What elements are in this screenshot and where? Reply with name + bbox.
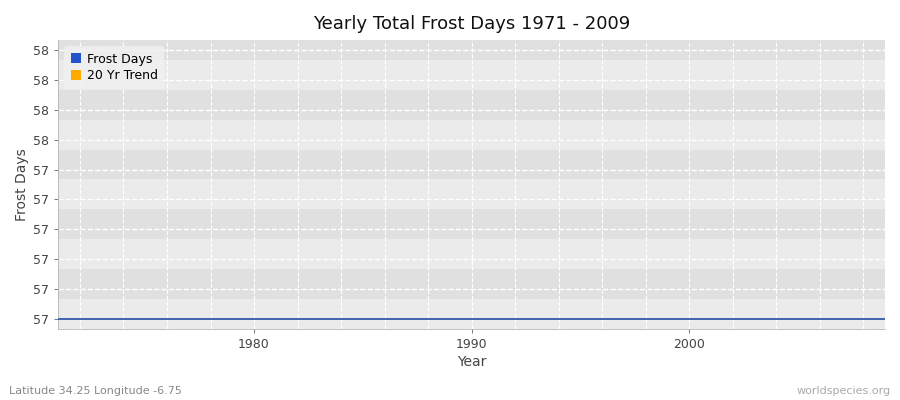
20 Yr Trend [314, 316, 325, 321]
Bar [58, 120, 885, 150]
Frost Days [836, 316, 847, 321]
Y-axis label: Frost Days: Frost Days [15, 148, 29, 221]
Frost Days [554, 316, 564, 321]
Frost Days [488, 316, 499, 321]
20 Yr Trend [445, 316, 455, 321]
20 Yr Trend [357, 316, 368, 321]
Bar [58, 299, 885, 329]
Text: worldspecies.org: worldspecies.org [796, 386, 891, 396]
Frost Days [749, 316, 760, 321]
20 Yr Trend [53, 316, 64, 321]
Frost Days [423, 316, 434, 321]
20 Yr Trend [466, 316, 477, 321]
Bar [58, 150, 885, 180]
20 Yr Trend [706, 316, 716, 321]
20 Yr Trend [793, 316, 804, 321]
20 Yr Trend [292, 316, 303, 321]
Frost Days [184, 316, 194, 321]
20 Yr Trend [575, 316, 586, 321]
X-axis label: Year: Year [457, 355, 486, 369]
Frost Days [75, 316, 86, 321]
Frost Days [140, 316, 150, 321]
Frost Days [597, 316, 608, 321]
20 Yr Trend [640, 316, 651, 321]
20 Yr Trend [75, 316, 86, 321]
Frost Days [314, 316, 325, 321]
Bar [58, 0, 885, 30]
20 Yr Trend [509, 316, 520, 321]
20 Yr Trend [770, 316, 781, 321]
Frost Days [793, 316, 804, 321]
20 Yr Trend [836, 316, 847, 321]
Frost Days [96, 316, 107, 321]
Frost Days [770, 316, 781, 321]
Frost Days [727, 316, 738, 321]
Frost Days [640, 316, 651, 321]
20 Yr Trend [662, 316, 673, 321]
Text: Latitude 34.25 Longitude -6.75: Latitude 34.25 Longitude -6.75 [9, 386, 182, 396]
20 Yr Trend [749, 316, 760, 321]
Frost Days [400, 316, 411, 321]
20 Yr Trend [118, 316, 129, 321]
Frost Days [357, 316, 368, 321]
Legend: Frost Days, 20 Yr Trend: Frost Days, 20 Yr Trend [65, 46, 164, 89]
20 Yr Trend [162, 316, 173, 321]
20 Yr Trend [597, 316, 608, 321]
Bar [58, 269, 885, 299]
Bar [58, 90, 885, 120]
20 Yr Trend [618, 316, 629, 321]
Frost Days [118, 316, 129, 321]
20 Yr Trend [879, 316, 890, 321]
Frost Days [618, 316, 629, 321]
20 Yr Trend [184, 316, 194, 321]
20 Yr Trend [96, 316, 107, 321]
Bar [58, 239, 885, 269]
20 Yr Trend [270, 316, 281, 321]
20 Yr Trend [858, 316, 868, 321]
Frost Days [466, 316, 477, 321]
20 Yr Trend [379, 316, 390, 321]
Frost Days [292, 316, 303, 321]
Frost Days [445, 316, 455, 321]
Title: Yearly Total Frost Days 1971 - 2009: Yearly Total Frost Days 1971 - 2009 [313, 15, 630, 33]
20 Yr Trend [554, 316, 564, 321]
Frost Days [706, 316, 716, 321]
Frost Days [858, 316, 868, 321]
Frost Days [336, 316, 346, 321]
Frost Days [270, 316, 281, 321]
20 Yr Trend [814, 316, 825, 321]
20 Yr Trend [488, 316, 499, 321]
Frost Days [879, 316, 890, 321]
Bar [58, 30, 885, 60]
Frost Days [162, 316, 173, 321]
20 Yr Trend [336, 316, 346, 321]
Frost Days [684, 316, 695, 321]
Frost Days [379, 316, 390, 321]
20 Yr Trend [684, 316, 695, 321]
20 Yr Trend [532, 316, 543, 321]
Frost Days [532, 316, 543, 321]
Frost Days [227, 316, 238, 321]
Frost Days [248, 316, 259, 321]
Frost Days [575, 316, 586, 321]
20 Yr Trend [140, 316, 150, 321]
Frost Days [814, 316, 825, 321]
Bar [58, 209, 885, 239]
20 Yr Trend [727, 316, 738, 321]
Frost Days [205, 316, 216, 321]
20 Yr Trend [205, 316, 216, 321]
Frost Days [662, 316, 673, 321]
Frost Days [53, 316, 64, 321]
20 Yr Trend [227, 316, 238, 321]
20 Yr Trend [248, 316, 259, 321]
Frost Days [509, 316, 520, 321]
20 Yr Trend [400, 316, 411, 321]
20 Yr Trend [423, 316, 434, 321]
Bar [58, 180, 885, 209]
Bar [58, 60, 885, 90]
